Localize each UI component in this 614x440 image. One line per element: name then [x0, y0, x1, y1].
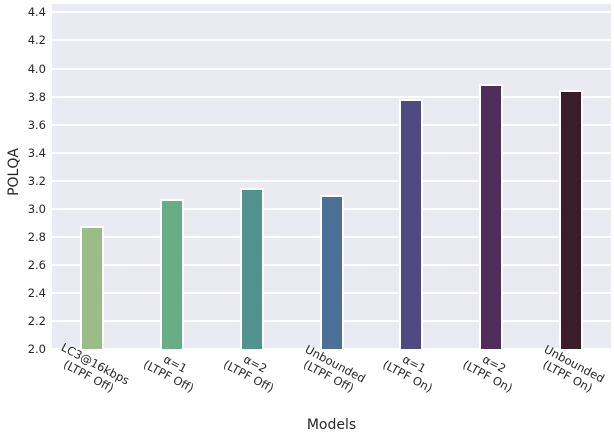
- bar--2--ltpf-on-: [479, 83, 504, 349]
- y-tick-label: 2.8: [27, 229, 46, 244]
- x-tick-label: Unbounded (LTPF Off): [296, 342, 368, 398]
- y-tick-label: 4.0: [27, 61, 46, 76]
- bar--2--ltpf-off-: [239, 187, 264, 349]
- plot-area: [52, 4, 611, 350]
- gridline: [52, 95, 611, 98]
- y-tick-label: 4.4: [27, 5, 46, 20]
- x-tick-label: α=2 (LTPF On): [461, 345, 522, 395]
- y-tick-label: 3.4: [27, 145, 46, 160]
- y-tick-label: 2.2: [27, 313, 46, 328]
- gridline: [52, 151, 611, 154]
- bar-unbounded--ltpf-off-: [319, 194, 344, 349]
- gridline: [52, 179, 611, 182]
- x-tick-label: α=1 (LTPF Off): [141, 345, 203, 395]
- gridline: [52, 123, 611, 126]
- bar-unbounded--ltpf-on-: [559, 89, 584, 349]
- y-tick-label: 2.0: [27, 342, 46, 356]
- gridline: [52, 39, 611, 42]
- y-tick-label: 2.6: [27, 257, 46, 272]
- bar--1--ltpf-off-: [159, 198, 184, 349]
- x-tick-label: α=2 (LTPF Off): [221, 345, 283, 395]
- bar-lc3-16kbps--ltpf-off-: [79, 225, 104, 349]
- y-tick-label: 3.0: [27, 201, 46, 216]
- gridline: [52, 11, 611, 14]
- y-tick-label: 4.2: [27, 33, 46, 48]
- gridline: [52, 67, 611, 70]
- x-tick-label: Unbounded (LTPF On): [535, 342, 606, 398]
- y-tick-label: 3.2: [27, 173, 46, 188]
- gridline: [52, 348, 611, 350]
- x-tick-label: α=1 (LTPF On): [381, 345, 442, 395]
- x-axis-label: Models: [306, 417, 357, 433]
- y-tick-label: 3.6: [27, 117, 46, 132]
- y-tick-label: 2.4: [27, 285, 46, 300]
- bar--1--ltpf-on-: [399, 99, 424, 349]
- y-tick-label: 3.8: [27, 89, 46, 104]
